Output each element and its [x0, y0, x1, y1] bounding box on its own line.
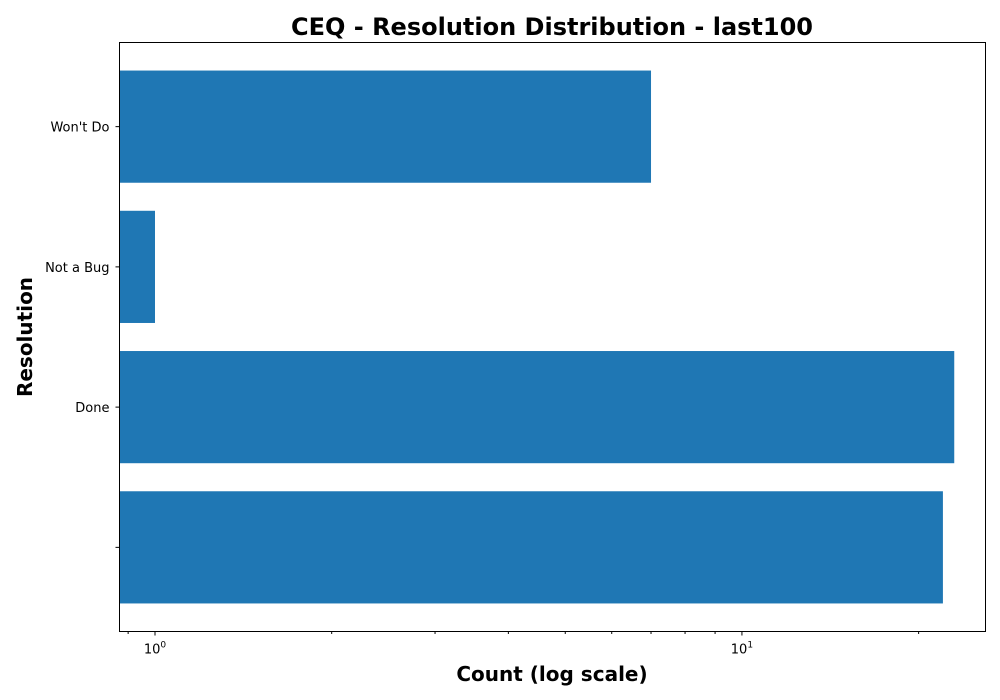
bars-group	[119, 70, 955, 604]
bar-won-t-do	[119, 70, 652, 183]
bar-not-a-bug	[119, 210, 155, 323]
bar-unlabeled	[119, 491, 943, 604]
y-axis-ticks: Done Not a Bug Won't Do	[45, 121, 120, 548]
chart-title: CEQ - Resolution Distribution - last100	[291, 13, 813, 41]
y-tick-label: Won't Do	[50, 121, 109, 136]
x-axis-ticks: 100 101	[127, 631, 920, 658]
x-tick-label: 100	[144, 641, 167, 658]
bar-done	[119, 351, 955, 464]
x-axis-label: Count (log scale)	[456, 662, 647, 686]
plot-area-frame	[119, 42, 986, 632]
x-tick-label: 101	[731, 641, 753, 658]
y-axis-label: Resolution	[13, 277, 37, 397]
y-tick-label: Not a Bug	[45, 261, 109, 276]
y-tick-label: Done	[75, 401, 109, 416]
